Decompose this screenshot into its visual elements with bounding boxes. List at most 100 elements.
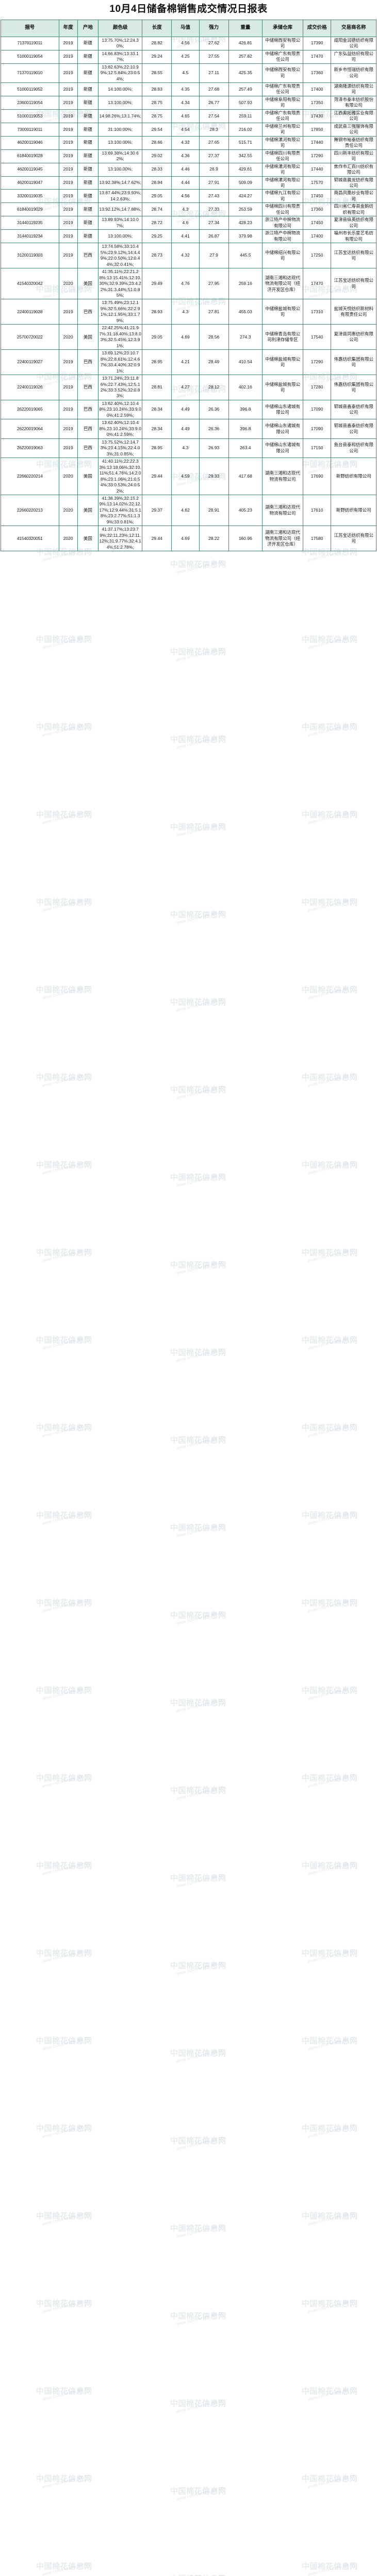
watermark-url: www.cottonchina.org.cn	[41, 2297, 90, 2314]
watermark-url: www.cottonchina.org.cn	[175, 1346, 224, 1363]
cell-micronaire: 4.56	[171, 36, 200, 50]
cell-year: 2020	[58, 494, 78, 527]
watermark-url: www.cottonchina.org.cn	[175, 1259, 224, 1276]
cell-length: 29.05	[142, 324, 172, 350]
cell-weight: 405.23	[228, 494, 263, 527]
table-row: 71370119011 2019 新疆 13:75.70%;12:24.30%; 28.…	[1, 36, 376, 50]
watermark-logo: 中国棉花信息网	[36, 1423, 92, 1432]
cell-trader: 夏津县纵英纺织有限公司	[331, 216, 376, 230]
cell-length: 29.54	[142, 122, 172, 137]
cell-weight: 396.8	[228, 399, 263, 420]
cell-trader: 夏津县同惠纺织有限公司	[331, 324, 376, 350]
cell-color_grade: 14:98.26%;13:1.74%;	[98, 109, 143, 123]
cell-length: 29.24	[142, 49, 172, 64]
cell-warehouse: 中储棉广东有限责任公司	[262, 82, 303, 96]
watermark-logo: 中国棉花信息网	[302, 2212, 358, 2221]
cell-micronaire: 4.5	[171, 63, 200, 83]
cell-bale_no: 23600119054	[1, 95, 59, 110]
table-row: 46200119046 2019 新疆 13:100.00%; 28.66 4.32 27.…	[1, 135, 376, 150]
cell-strength: 27.37	[199, 149, 229, 163]
cell-color_grade: 13:82.63%;22:10.99%;12:5.84%;23:0.54%;	[98, 63, 143, 83]
cell-weight: 426.81	[228, 36, 263, 50]
cell-warehouse: 湖南三湘和达现代物流有限公司（经济开发区仓库）	[262, 526, 303, 552]
watermark-logo: 中国棉花信息网	[36, 2475, 92, 2483]
cell-bale_no: 41540320051	[1, 526, 59, 552]
watermark-url: www.cottonchina.org.cn	[41, 1334, 90, 1351]
cell-price: 17580	[302, 526, 332, 552]
watermark-url: www.cottonchina.org.cn	[307, 1421, 356, 1438]
cell-trader: 菏泽市泰丰纺织股份有限公司	[331, 95, 376, 110]
watermark-url: www.cottonchina.org.cn	[175, 2134, 224, 2151]
watermark-logo: 中国棉花信息网	[36, 810, 92, 819]
cell-trader: 四川省仁寿县金鹅纺织有限公司	[331, 202, 376, 217]
cell-micronaire: 4.35	[171, 82, 200, 96]
column-header-warehouse: 承储仓库	[262, 19, 303, 37]
cell-price: 17360	[302, 202, 332, 217]
table-row: 26220019064 2019 巴西 13:62.40%;12:10.48%;23:…	[1, 419, 376, 439]
cell-weight: 428.23	[228, 216, 263, 230]
cell-year: 2019	[58, 95, 78, 110]
cell-price: 17540	[302, 324, 332, 350]
table-row: 41540320042 2020 美国 41:35.11%;22:21.28%;13:…	[1, 268, 376, 300]
cell-trader: 江苏宝达纺织有限公司	[331, 243, 376, 269]
watermark-logo: 中国棉花信息网	[170, 2573, 226, 2576]
watermark-url: www.cottonchina.org.cn	[175, 996, 224, 1013]
watermark-logo: 中国棉花信息网	[170, 998, 226, 1007]
cell-warehouse: 中储棉山东诸城有限公司	[262, 419, 303, 439]
cell-trader: 伟嘉纺织集团有限公司	[331, 349, 376, 376]
cell-origin: 巴西	[77, 349, 99, 376]
cell-price: 17290	[302, 349, 332, 376]
cell-color_grade: 14:66.83%;13:33.17%;	[98, 49, 143, 64]
table-row: 61840019028 2019 新疆 13:69.38%;14:30.62%; 29.…	[1, 149, 376, 163]
cell-color_grade: 13:62.40%;12:10.48%;23:10.24%;33:9.00%;4…	[98, 419, 143, 439]
watermark-logo: 中国棉花信息网	[170, 1611, 226, 1620]
watermark-url: www.cottonchina.org.cn	[41, 1947, 90, 1964]
cell-length: 28.72	[142, 216, 172, 230]
cell-trader: 咸阳金润德纺织有限公司	[331, 36, 376, 50]
cell-origin: 新疆	[77, 176, 99, 190]
cell-length: 28.93	[142, 299, 172, 325]
cell-strength: 27.68	[199, 82, 229, 96]
cell-strength: 27.62	[199, 36, 229, 50]
watermark-logo: 中国棉花信息网	[170, 648, 226, 656]
table-row: 22400119027 2019 巴西 13:69.12%;23:10.78%;22:…	[1, 349, 376, 376]
column-header-color_grade: 颜色级	[98, 19, 143, 37]
cell-weight: 429.61	[228, 162, 263, 177]
watermark-url: www.cottonchina.org.cn	[41, 2035, 90, 2052]
cell-year: 2020	[58, 526, 78, 552]
cell-color_grade: 13:92.12%;14:7.88%;	[98, 202, 143, 217]
watermark-url: www.cottonchina.org.cn	[41, 1159, 90, 1176]
cell-strength: 27.95	[199, 268, 229, 300]
watermark-url: www.cottonchina.org.cn	[41, 1421, 90, 1438]
watermark-url: www.cottonchina.org.cn	[175, 1609, 224, 1626]
watermark-logo: 中国棉花信息网	[36, 2562, 92, 2571]
watermark-url: www.cottonchina.org.cn	[175, 733, 224, 750]
cell-price: 17430	[302, 109, 332, 123]
watermark-url: www.cottonchina.org.cn	[307, 2297, 356, 2314]
cell-color_grade: 13:87.44%;23:9.93%;14:2.63%;	[98, 189, 143, 204]
watermark-url: www.cottonchina.org.cn	[307, 1246, 356, 1263]
cell-origin: 新疆	[77, 63, 99, 83]
watermark-url: www.cottonchina.org.cn	[307, 1772, 356, 1789]
column-header-trader: 交易商名称	[331, 19, 376, 37]
cell-warehouse: 中储棉盐城有限公司	[262, 349, 303, 376]
cell-bale_no: 22400119026	[1, 375, 59, 400]
watermark-url: www.cottonchina.org.cn	[41, 1597, 90, 1614]
cell-micronaire: 4.69	[171, 324, 200, 350]
watermark-logo: 中国棉花信息网	[36, 1336, 92, 1345]
table-row: 22660220214 2020 美国 41:40.11%;22:22.33%;13:…	[1, 457, 376, 495]
cell-color_grade: 41:35.11%;22:21.28%;13:15.41%;12:10.30%;…	[98, 268, 143, 300]
cell-warehouse: 中储棉青岛有限公司利津存储专区	[262, 324, 303, 350]
table-row: 31200119003 2019 巴西 13:74.58%;33:10.45%;23:…	[1, 243, 376, 269]
watermark-url: www.cottonchina.org.cn	[307, 1684, 356, 1701]
cell-origin: 新疆	[77, 135, 99, 150]
watermark-url: www.cottonchina.org.cn	[175, 2222, 224, 2239]
cell-strength: 27.54	[199, 109, 229, 123]
cell-trader: 新野纺织有限公司	[331, 494, 376, 527]
watermark-logo: 中国棉花信息网	[36, 2387, 92, 2396]
cell-year: 2019	[58, 149, 78, 163]
cell-weight: 425.35	[228, 63, 263, 83]
cell-price: 17450	[302, 216, 332, 230]
watermark-logo: 中国棉花信息网	[170, 1699, 226, 1707]
watermark-url: www.cottonchina.org.cn	[41, 2122, 90, 2139]
